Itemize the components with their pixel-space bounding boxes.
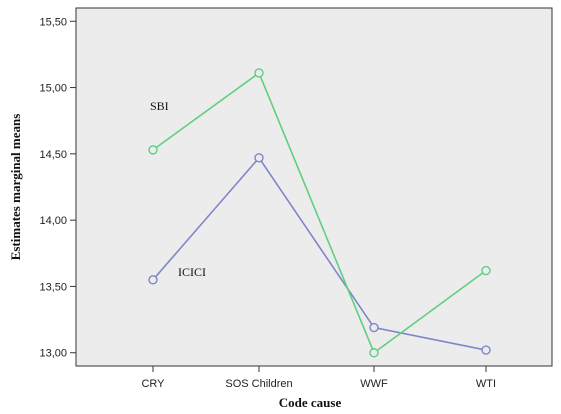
series-line-sbi <box>152 72 487 354</box>
x-axis-title: Code cause <box>279 395 342 410</box>
x-tick-label: WWF <box>360 378 388 390</box>
y-tick-label: 15,00 <box>39 83 67 95</box>
x-axis-ticks: CRY SOS Children WWF WTI <box>141 366 496 390</box>
data-point-sbi <box>148 145 158 155</box>
data-point-icici <box>254 153 264 163</box>
data-point-icici <box>148 275 158 285</box>
y-axis-title: Estimates marginal means <box>8 114 23 261</box>
y-tick-label: 14,00 <box>39 215 67 227</box>
series-line-icici <box>152 157 487 351</box>
data-point-sbi <box>481 265 491 276</box>
series-label-sbi: SBI <box>150 99 169 113</box>
data-point-sbi <box>369 348 379 358</box>
data-point-icici <box>481 345 491 355</box>
y-tick-label: 13,00 <box>39 348 67 360</box>
y-tick-label: 13,50 <box>39 281 67 293</box>
data-point-icici <box>369 322 379 333</box>
x-tick-label: CRY <box>141 378 165 390</box>
y-tick-label: 14,50 <box>39 149 67 161</box>
plot-area <box>75 7 553 367</box>
y-tick-label: 15,50 <box>39 16 67 28</box>
data-point-sbi <box>254 68 264 78</box>
x-tick-label: SOS Children <box>225 378 292 390</box>
x-tick-label: WTI <box>476 378 496 390</box>
y-axis-ticks: 13,00 13,50 14,00 14,50 15,00 15,50 <box>39 16 76 360</box>
series-layer <box>148 68 491 358</box>
series-label-icici: ICICI <box>178 265 206 279</box>
